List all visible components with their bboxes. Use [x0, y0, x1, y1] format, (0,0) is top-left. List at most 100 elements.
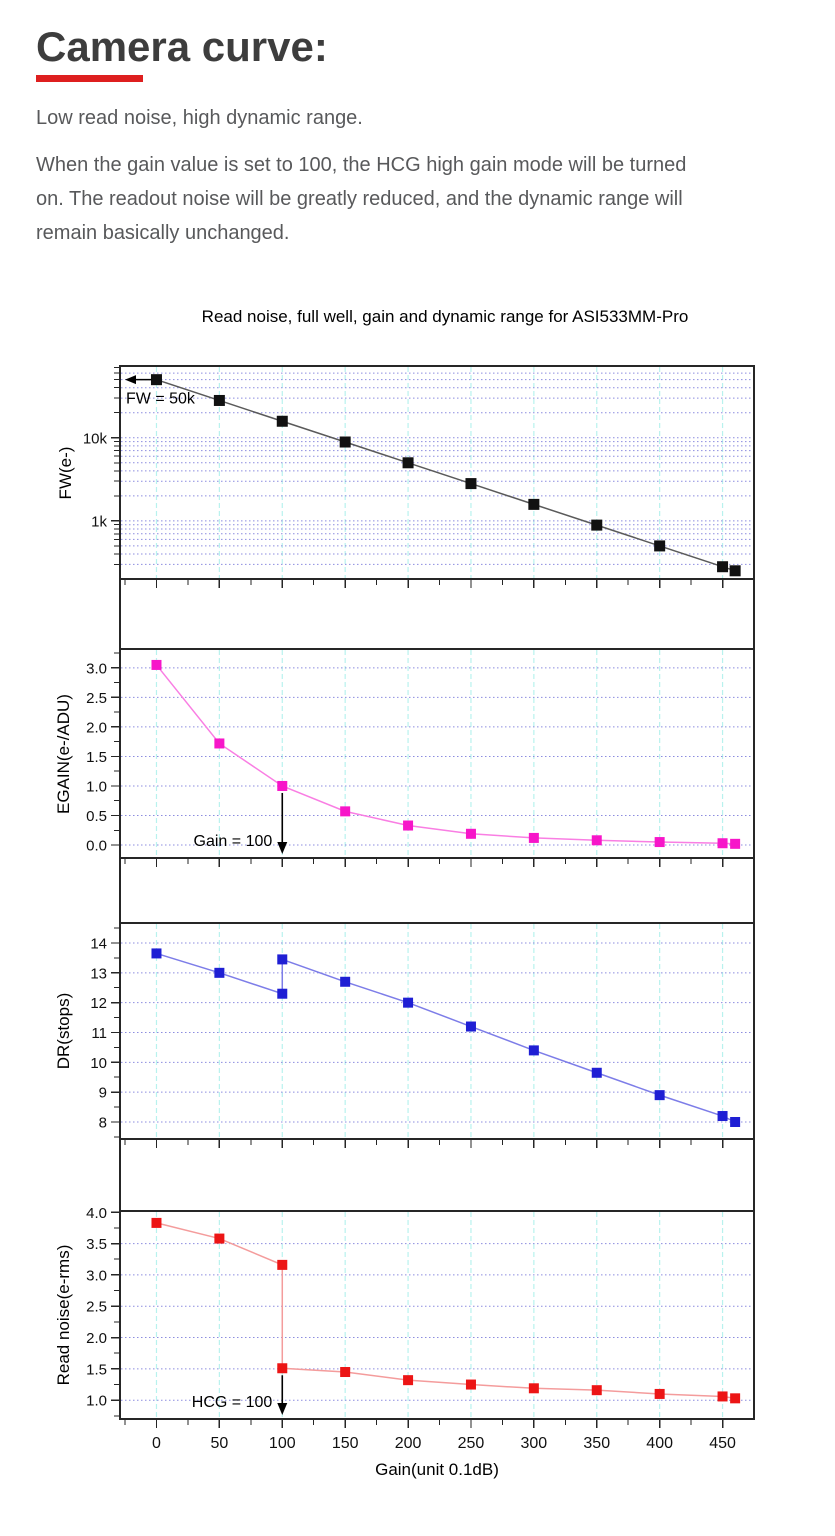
- panel-full-well: 10k 1k FW = 50k: [83, 365, 755, 588]
- data-point: [276, 415, 288, 427]
- x-tick-label: 150: [332, 1435, 359, 1452]
- data-point: [730, 838, 741, 849]
- data-point: [339, 436, 351, 448]
- data-point: [528, 498, 540, 510]
- y-tick-label: 2.0: [86, 719, 107, 736]
- panel-frame: [119, 365, 755, 580]
- data-point: [654, 1090, 665, 1101]
- x-tick-label: 50: [210, 1435, 228, 1452]
- y-tick-label: 10: [90, 1055, 107, 1072]
- annotation-text: FW = 50k: [126, 391, 196, 408]
- x-tick-label: 200: [395, 1435, 422, 1452]
- y-tick-label: 2.0: [86, 1330, 107, 1347]
- y-axis-title-dr: DR(stops): [54, 992, 73, 1070]
- data-point: [591, 1067, 602, 1078]
- y-tick-label: 1k: [91, 513, 107, 530]
- y-tick-label: 8: [99, 1114, 107, 1131]
- y-tick-label: 2.5: [86, 1299, 107, 1316]
- y-tick-label: 1.0: [86, 778, 107, 795]
- series-line-dynamic-range: [156, 952, 736, 1123]
- annotation-arrowhead: [277, 1403, 288, 1415]
- page-title: Camera curve:: [36, 23, 328, 70]
- body-line: remain basically unchanged.: [36, 222, 290, 244]
- body-line: on. The readout noise will be greatly re…: [36, 188, 683, 210]
- x-tick-label: 0: [152, 1435, 161, 1452]
- data-point: [528, 1045, 539, 1056]
- data-point: [214, 738, 225, 749]
- y-tick-label: 1.5: [86, 749, 107, 766]
- x-tick-label: 300: [521, 1435, 548, 1452]
- annotation-arrowhead: [125, 375, 136, 385]
- y-tick-label: 3.0: [86, 1267, 107, 1284]
- y-tick-label: 0.0: [86, 838, 107, 855]
- data-point: [340, 806, 351, 817]
- y-axis-title-read-noise: Read noise(e-rms): [54, 1244, 73, 1386]
- data-point: [465, 478, 477, 490]
- data-point: [403, 820, 414, 831]
- data-point: [151, 1217, 162, 1228]
- body-paragraph: When the gain value is set to 100, the H…: [36, 148, 816, 250]
- text-section: Camera curve: Low read noise, high dynam…: [36, 22, 816, 250]
- y-tick-label: 12: [90, 995, 107, 1012]
- panel-read-noise: 4.0 3.5 3.0 2.5 2.0 1.5 1.0 HCG = 100: [86, 1205, 755, 1428]
- y-axis-title-egain: EGAIN(e-/ADU): [54, 694, 73, 814]
- data-point: [403, 997, 414, 1008]
- data-point: [591, 1385, 602, 1396]
- y-tick-label: 1.0: [86, 1393, 107, 1410]
- data-point: [465, 828, 476, 839]
- y-axis-title-fw: FW(e-): [56, 446, 75, 500]
- y-tick-label: 10k: [83, 430, 108, 447]
- y-tick-label: 11: [91, 1025, 107, 1042]
- data-point: [277, 954, 288, 965]
- x-tick-label: 250: [458, 1435, 485, 1452]
- series-line-full-well: [156, 378, 736, 572]
- data-point: [151, 659, 162, 670]
- y-tick-label: 3.0: [86, 660, 107, 677]
- data-point: [717, 561, 729, 573]
- y-tick-label: 1.5: [86, 1361, 107, 1378]
- data-point: [277, 1259, 288, 1270]
- data-point: [465, 1379, 476, 1390]
- data-point: [403, 1375, 414, 1386]
- panel-frame: [119, 1210, 755, 1420]
- data-point: [277, 1363, 288, 1374]
- panel-frame: [119, 648, 755, 859]
- data-point: [717, 838, 728, 849]
- chart-title: Read noise, full well, gain and dynamic …: [201, 307, 689, 326]
- y-tick-label: 14: [90, 935, 107, 952]
- data-point: [591, 519, 603, 531]
- y-tick-label: 3.5: [86, 1236, 107, 1253]
- x-tick-label: 450: [709, 1435, 736, 1452]
- panel-frame: [119, 922, 755, 1140]
- data-point: [340, 976, 351, 987]
- heading-accent-bar: [36, 75, 143, 82]
- data-point: [150, 374, 162, 386]
- data-point: [730, 1116, 741, 1127]
- series-line-read-noise: [156, 1222, 736, 1400]
- y-tick-label: 2.5: [86, 690, 107, 707]
- data-point: [214, 1233, 225, 1244]
- data-point: [465, 1021, 476, 1032]
- x-axis-title: Gain(unit 0.1dB): [375, 1460, 499, 1479]
- data-point: [730, 1393, 741, 1404]
- data-point: [277, 988, 288, 999]
- series-line-egain: [155, 664, 736, 845]
- x-tick-label: 100: [269, 1435, 296, 1452]
- data-point: [528, 1383, 539, 1394]
- annotation-text: Gain = 100: [194, 833, 273, 850]
- y-tick-label: 0.5: [86, 808, 107, 825]
- annotation-arrowhead: [277, 842, 288, 854]
- data-point: [402, 457, 414, 469]
- data-point: [151, 948, 162, 959]
- data-point: [717, 1391, 728, 1402]
- data-point: [717, 1111, 728, 1122]
- data-point: [729, 565, 741, 577]
- data-point: [591, 835, 602, 846]
- data-point: [654, 1388, 665, 1399]
- panel-egain: 3.0 2.5 2.0 1.5 1.0 0.5 0.0 Gain = 100: [86, 648, 755, 867]
- intro-text: Low read noise, high dynamic range.: [36, 107, 363, 129]
- y-tick-label: 4.0: [86, 1205, 107, 1222]
- x-tick-label: 400: [646, 1435, 673, 1452]
- y-tick-label: 13: [90, 965, 107, 982]
- data-point: [340, 1367, 351, 1378]
